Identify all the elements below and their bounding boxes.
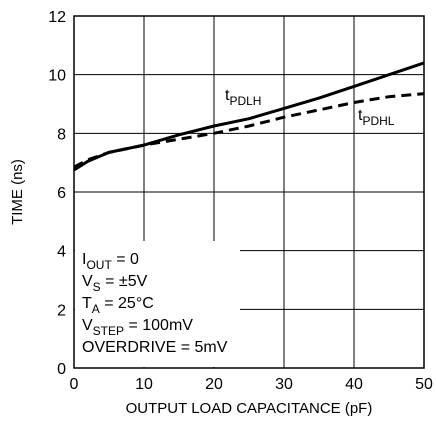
x-tick-labels: 0 10 20 30 40 50: [70, 376, 433, 393]
condition-line: IOUT = 0: [82, 251, 139, 272]
series-line-tpdhl: [73, 92, 425, 169]
x-tick-label: 10: [135, 376, 153, 393]
plot-frame: [73, 15, 425, 369]
y-tick-label: 2: [57, 302, 66, 319]
series-label-tpdlh: tPDLH: [225, 87, 261, 108]
x-tick-label: 30: [275, 376, 293, 393]
y-tick-label: 0: [57, 361, 66, 378]
y-tick-label: 4: [57, 244, 66, 261]
condition-line: VS = ±5V: [82, 273, 148, 294]
y-tick-label: 6: [57, 185, 66, 202]
series-lines: [73, 61, 425, 172]
x-axis-label: OUTPUT LOAD CAPACITANCE (pF): [126, 400, 373, 417]
x-tick-label: 0: [70, 376, 79, 393]
series-labels: tPDLH tPDHL: [225, 87, 395, 128]
x-tick-label: 20: [205, 376, 223, 393]
x-tick-label: 50: [415, 376, 433, 393]
x-tick-label: 40: [345, 376, 363, 393]
conditions-box: [75, 241, 240, 367]
y-axis-label: TIME (ns): [9, 159, 26, 225]
y-tick-label: 8: [57, 126, 66, 143]
series-label-tpdhl: tPDHL: [358, 107, 395, 128]
y-tick-labels: 0 2 4 6 8 10 12: [48, 9, 66, 378]
y-tick-label: 10: [48, 68, 66, 85]
condition-line: OVERDRIVE = 5mV: [82, 339, 228, 356]
y-tick-label: 12: [48, 9, 66, 26]
condition-line: TA = 25°C: [82, 295, 154, 316]
condition-line: VSTEP = 100mV: [82, 317, 193, 338]
